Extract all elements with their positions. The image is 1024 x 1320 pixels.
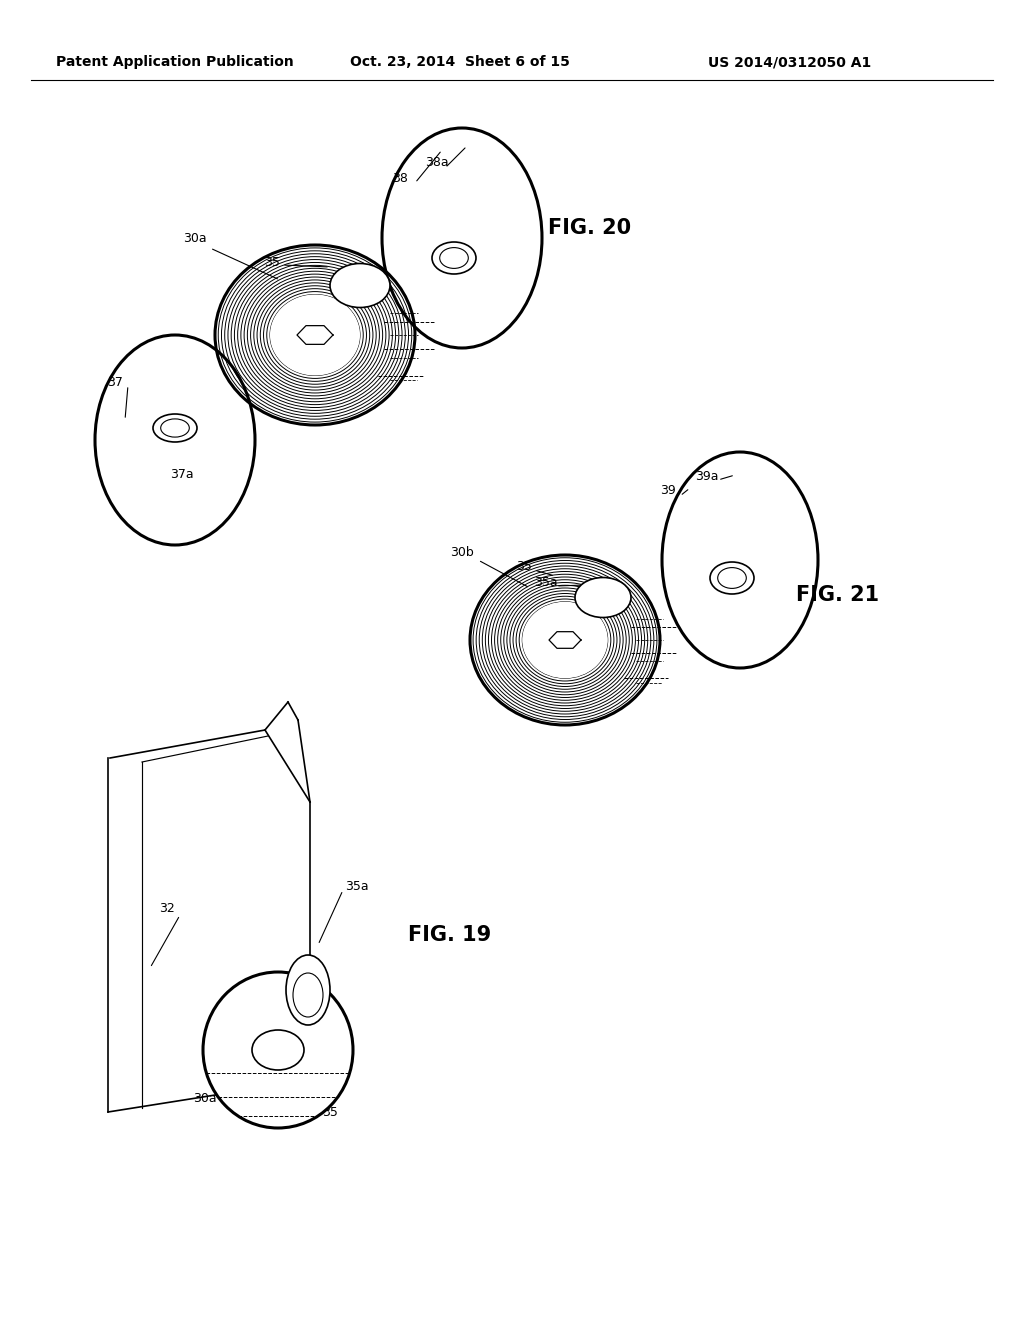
Ellipse shape <box>718 568 746 589</box>
Ellipse shape <box>662 451 818 668</box>
Text: 38: 38 <box>392 172 408 185</box>
Ellipse shape <box>432 242 476 275</box>
Text: 37a: 37a <box>170 469 194 482</box>
Text: FIG. 20: FIG. 20 <box>549 218 632 238</box>
Ellipse shape <box>439 248 468 268</box>
Text: 30b: 30b <box>451 546 474 560</box>
Text: 35a: 35a <box>345 880 369 894</box>
Ellipse shape <box>330 264 390 308</box>
Ellipse shape <box>252 1030 304 1071</box>
Text: 35: 35 <box>323 1106 338 1118</box>
Text: 30a: 30a <box>183 231 207 244</box>
Ellipse shape <box>286 954 330 1026</box>
Ellipse shape <box>203 972 353 1129</box>
Text: 37: 37 <box>108 375 123 388</box>
Ellipse shape <box>153 414 197 442</box>
Text: 30a: 30a <box>194 1092 217 1105</box>
Text: FIG. 21: FIG. 21 <box>797 585 880 605</box>
Ellipse shape <box>522 602 608 678</box>
Text: 39a: 39a <box>695 470 719 483</box>
Text: 35: 35 <box>516 561 531 573</box>
Ellipse shape <box>575 578 631 618</box>
Text: 38a: 38a <box>425 157 449 169</box>
Ellipse shape <box>710 562 754 594</box>
Ellipse shape <box>382 128 542 348</box>
Ellipse shape <box>95 335 255 545</box>
Text: US 2014/0312050 A1: US 2014/0312050 A1 <box>709 55 871 69</box>
Text: Patent Application Publication: Patent Application Publication <box>56 55 294 69</box>
Text: 32: 32 <box>159 902 175 915</box>
Text: 35: 35 <box>264 256 280 268</box>
Text: 39: 39 <box>660 483 676 496</box>
Text: 35a: 35a <box>535 576 558 589</box>
Ellipse shape <box>293 973 323 1016</box>
Text: FIG. 19: FIG. 19 <box>409 925 492 945</box>
Text: Oct. 23, 2014  Sheet 6 of 15: Oct. 23, 2014 Sheet 6 of 15 <box>350 55 570 69</box>
Ellipse shape <box>270 294 360 375</box>
Ellipse shape <box>161 418 189 437</box>
